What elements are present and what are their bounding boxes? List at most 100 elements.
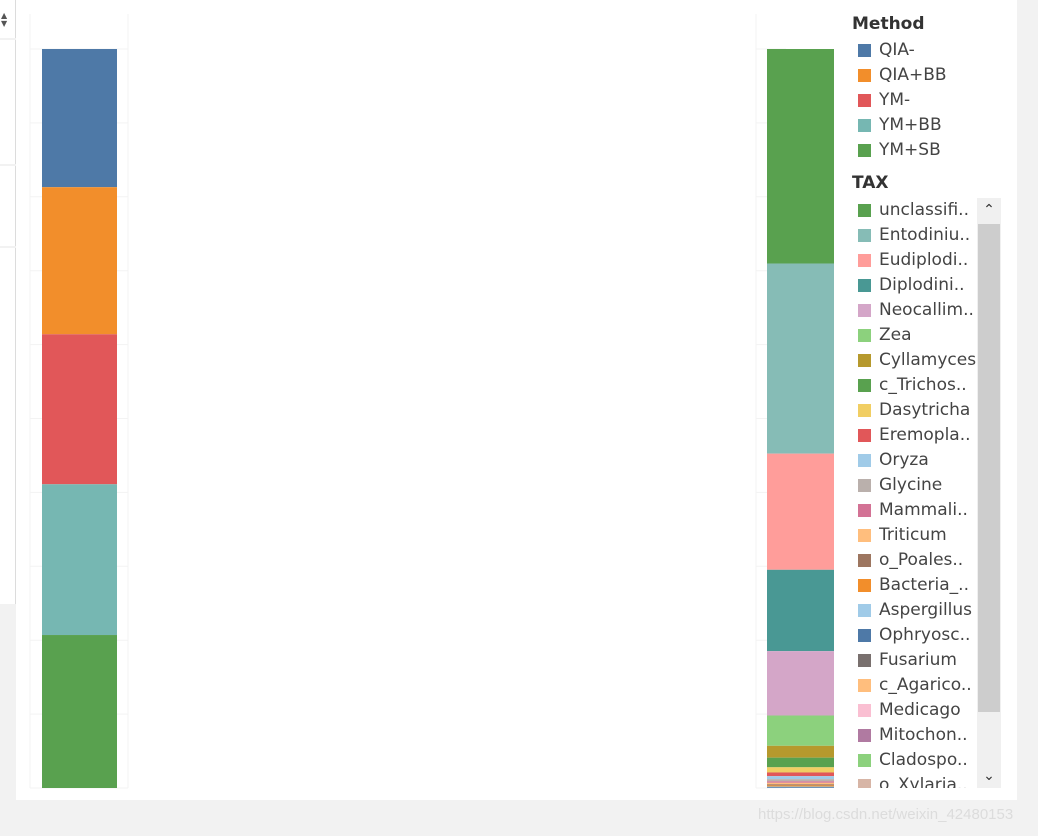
tax-legend-item[interactable]: Ophryosc.. <box>858 623 1008 648</box>
legend-label: Oryza <box>879 450 929 470</box>
bar-segment-glycine[interactable] <box>767 779 834 782</box>
legend-swatch <box>858 279 871 292</box>
method-legend-item[interactable]: YM- <box>858 88 1008 113</box>
tax-legend-item[interactable]: Medicago <box>858 698 1008 723</box>
legend-label: YM+SB <box>879 140 941 160</box>
bar-segment-ym+bb[interactable] <box>42 484 117 636</box>
legend-swatch <box>858 354 871 367</box>
bar-segment-ym-[interactable] <box>42 334 117 485</box>
bar-segment-eudiplodi[interactable] <box>767 453 834 570</box>
tax-legend-item[interactable]: Glycine <box>858 473 1008 498</box>
legend-label: Fusarium <box>879 650 957 670</box>
legend-label: unclassifi.. <box>879 200 969 220</box>
tax-legend-item[interactable]: o_Poales.. <box>858 548 1008 573</box>
legend-swatch <box>858 654 871 667</box>
legend-swatch <box>858 754 871 767</box>
legend-swatch <box>858 554 871 567</box>
watermark: https://blog.csdn.net/weixin_42480153 <box>758 806 1014 823</box>
legend-label: Cyllamyces <box>879 350 977 370</box>
bar-segment-unclassifi[interactable] <box>767 49 834 264</box>
tax-legend-item[interactable]: Fusarium <box>858 648 1008 673</box>
bar-segment-aspergillus[interactable] <box>767 786 834 788</box>
bar-segment-oryza[interactable] <box>767 776 834 780</box>
dashboard-canvas: Method QIA- QIA+BB YM- YM+BB YM+SB TAX uncla… <box>16 0 1017 800</box>
bar-segment-mammali[interactable] <box>767 781 834 783</box>
tax-legend-item[interactable]: Eremopla.. <box>858 423 1008 448</box>
bar-segment-ophryosc[interactable] <box>767 787 834 788</box>
chevron-down-icon[interactable]: ⌄ <box>983 768 995 784</box>
tax-legend-item[interactable]: Dasytricha <box>858 398 1008 423</box>
tax-legend-item[interactable]: Zea <box>858 323 1008 348</box>
legend-swatch <box>858 704 871 717</box>
tax-legend-item[interactable]: Bacteria_.. <box>858 573 1008 598</box>
legend-label: Triticum <box>879 525 947 545</box>
scrollbar-thumb[interactable] <box>978 224 1000 712</box>
legend-swatch <box>858 729 871 742</box>
bar-segment-c_trichos[interactable] <box>767 757 834 768</box>
bar-segment-qia+bb[interactable] <box>42 187 117 335</box>
bar-segment-eremopla[interactable] <box>767 772 834 777</box>
bar-segment-dasytricha[interactable] <box>767 767 834 773</box>
tax-legend-item[interactable]: Entodiniu.. <box>858 223 1008 248</box>
tax-legend-item[interactable]: Mammali.. <box>858 498 1008 523</box>
method-legend-item[interactable]: QIA+BB <box>858 63 1008 88</box>
bar-segment-ym+sb[interactable] <box>42 635 117 788</box>
tax-legend-item[interactable]: c_Trichos.. <box>858 373 1008 398</box>
legend-swatch <box>858 504 871 517</box>
tax-legend-item[interactable]: c_Agarico.. <box>858 673 1008 698</box>
method-legend-item[interactable]: YM+SB <box>858 138 1008 163</box>
tax-legend-item[interactable]: Aspergillus <box>858 598 1008 623</box>
tax-stacked-bar <box>767 49 834 788</box>
legend-swatch <box>858 604 871 617</box>
tax-legend-item[interactable]: Triticum <box>858 523 1008 548</box>
bar-segment-entodiniu[interactable] <box>767 263 834 454</box>
method-legend-item[interactable]: QIA- <box>858 38 1008 63</box>
bar-segment-o_poales[interactable] <box>767 784 834 786</box>
right-edge <box>1017 0 1038 800</box>
legend-swatch <box>858 254 871 267</box>
tax-legend-item[interactable]: Eudiplodi.. <box>858 248 1008 273</box>
bar-segment-qia-[interactable] <box>42 49 117 188</box>
bar-segment-bacteria_[interactable] <box>767 785 834 787</box>
bar-segment-triticum[interactable] <box>767 782 834 785</box>
method-stacked-bar <box>42 49 117 788</box>
tax-legend-item[interactable]: Mitochon.. <box>858 723 1008 748</box>
legend-label: Medicago <box>879 700 961 720</box>
legend-label: o_Poales.. <box>879 550 964 570</box>
legend-swatch <box>858 204 871 217</box>
bar-segment-diplodini[interactable] <box>767 569 834 652</box>
method-legend-item[interactable]: YM+BB <box>858 113 1008 138</box>
tax-legend-item[interactable]: Cyllamyces <box>858 348 1008 373</box>
sort-icon[interactable]: ▲ ▼ <box>1 11 8 28</box>
filter-control[interactable]: ▲ ▼ <box>0 0 16 38</box>
tax-legend-item[interactable]: Neocallim.. <box>858 298 1008 323</box>
tax-legend-item[interactable]: Cladospo.. <box>858 748 1008 773</box>
tax-legend-item[interactable]: Diplodini.. <box>858 273 1008 298</box>
legend-swatch <box>858 119 871 132</box>
legend-label: Bacteria_.. <box>879 575 969 595</box>
legend-label: c_Trichos.. <box>879 375 967 395</box>
side-panel-section <box>0 248 16 604</box>
legend-swatch <box>858 404 871 417</box>
tax-legend-item[interactable]: unclassifi.. <box>858 198 1008 223</box>
legend-title-tax: TAX <box>852 173 889 193</box>
legend-label: Mitochon.. <box>879 725 968 745</box>
legend-swatch <box>858 229 871 242</box>
legend-swatch <box>858 69 871 82</box>
legend-label: Diplodini.. <box>879 275 965 295</box>
legend-swatch <box>858 679 871 692</box>
tax-legend-item[interactable]: Oryza <box>858 448 1008 473</box>
legend-title-method: Method <box>852 14 925 34</box>
side-panel-section <box>0 40 16 164</box>
legend-label: Dasytricha <box>879 400 971 420</box>
bar-segment-neocallim[interactable] <box>767 651 834 716</box>
legend-swatch <box>858 579 871 592</box>
bar-segment-zea[interactable] <box>767 715 834 746</box>
tax-legend-item[interactable]: o_Xylaria.. <box>858 773 1008 788</box>
legend-label: YM- <box>879 90 911 110</box>
legend-swatch <box>858 144 871 157</box>
chevron-up-icon[interactable]: ⌃ <box>983 202 995 218</box>
bar-segment-cyllamyces[interactable] <box>767 745 834 758</box>
legend-label: Aspergillus <box>879 600 973 620</box>
legend-scrollbar[interactable]: ⌃ ⌄ <box>977 198 1001 788</box>
